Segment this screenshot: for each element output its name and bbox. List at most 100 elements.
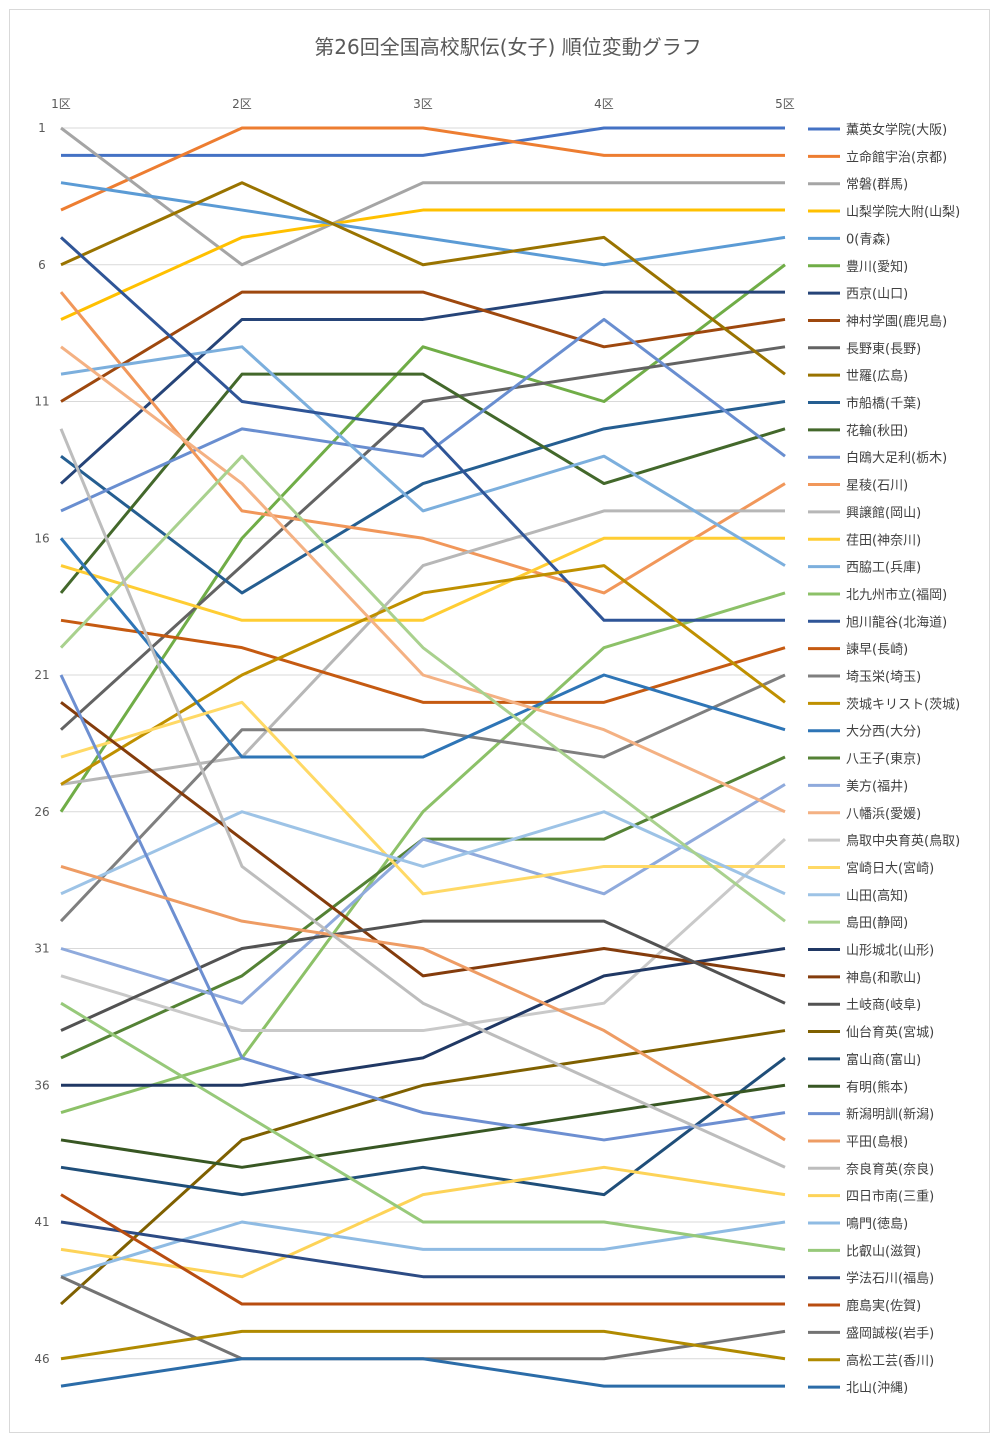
y-tick-label: 21 — [34, 668, 49, 682]
y-tick-label: 46 — [34, 1352, 49, 1366]
y-tick-label: 41 — [34, 1215, 49, 1229]
series-line — [60, 1220, 786, 1279]
legend-label: 西脇工(兵庫) — [846, 561, 921, 576]
x-tick-label: 4区 — [594, 97, 614, 111]
series-line — [60, 1275, 786, 1361]
x-tick-label: 3区 — [413, 97, 433, 111]
series-line — [60, 564, 786, 786]
series-line — [59, 372, 786, 594]
legend-label: 北山(沖縄) — [846, 1381, 908, 1396]
series-line — [59, 537, 786, 759]
legend-label: 有明(熊本) — [846, 1079, 908, 1095]
legend-label: 白鴎大足利(栃木) — [846, 450, 947, 466]
series-line — [60, 400, 786, 595]
series-line — [60, 1357, 785, 1388]
legend-label: 山形城北(山形) — [846, 944, 934, 959]
y-tick-label: 16 — [34, 531, 49, 545]
series-line — [60, 126, 785, 212]
series-line — [60, 701, 786, 978]
legend-label: 神島(和歌山) — [846, 971, 921, 986]
legend-label: 立命館宇治(京都) — [846, 149, 947, 165]
y-tick-label: 11 — [34, 395, 49, 409]
series-line — [61, 126, 785, 157]
legend-label: 富山商(富山) — [846, 1052, 921, 1068]
series-lines — [59, 126, 787, 1388]
legend-label: 学法石川(福島) — [846, 1271, 934, 1287]
series-line — [60, 181, 786, 376]
x-tick-label: 2区 — [232, 97, 252, 111]
legend-label: 荏田(神奈川) — [846, 533, 921, 548]
legend-label: 島田(静岡) — [846, 916, 908, 931]
series-line — [60, 1193, 785, 1306]
series-line — [60, 810, 786, 896]
series-line — [60, 181, 786, 267]
y-tick-label: 6 — [38, 258, 46, 272]
x-tick-label: 1区 — [51, 97, 71, 111]
legend-label: 鳴門(徳島) — [846, 1217, 908, 1232]
y-tick-label: 1 — [38, 121, 46, 135]
legend-label: 四日市南(三重) — [846, 1189, 934, 1205]
legend-label: 八王子(東京) — [846, 751, 921, 767]
legend-label: 仙台育英(宮城) — [846, 1025, 934, 1041]
series-line — [59, 673, 786, 923]
series-line — [60, 1220, 785, 1279]
legend-label: 山田(高知) — [846, 888, 908, 904]
legend-label: 鳥取中央育英(鳥取) — [846, 833, 960, 849]
series-line — [60, 1056, 786, 1197]
legend-label: 北九州市立(福岡) — [846, 587, 947, 603]
legend-label: 市船橋(千葉) — [846, 396, 921, 412]
series-line — [60, 290, 786, 403]
series-line — [59, 290, 785, 485]
series-line — [59, 263, 786, 813]
legend: 薫英女学院(大阪) 立命館宇治(京都) 常磐(群馬) 山梨学院大附(山梨) 0(青森) 豊… — [808, 122, 960, 1396]
legend-label: 平田(島根) — [846, 1135, 908, 1150]
series-line — [60, 317, 786, 513]
legend-label: 新潟明訓(新潟) — [846, 1107, 934, 1123]
x-tick-label: 5区 — [775, 97, 795, 111]
series-line — [60, 919, 786, 1032]
legend-label: 鹿島実(佐賀) — [846, 1298, 921, 1314]
series-line — [60, 208, 785, 321]
series-line — [60, 1329, 786, 1361]
series-line — [59, 674, 786, 1142]
legend-label: 高松工芸(香川) — [846, 1353, 934, 1369]
legend-label: 星稜(石川) — [846, 479, 908, 494]
legend-label: 神村学園(鹿児島) — [846, 313, 947, 329]
series-line — [60, 536, 785, 622]
legend-label: 世羅(広島) — [846, 369, 908, 384]
gridlines — [61, 127, 785, 1360]
series-line — [60, 345, 786, 814]
y-tick-label: 26 — [34, 805, 49, 819]
series-line — [59, 428, 786, 1169]
y-tick-label: 31 — [34, 942, 49, 956]
legend-label: 八幡浜(愛媛) — [846, 807, 921, 822]
legend-label: 山梨学院大附(山梨) — [846, 204, 960, 220]
legend-label: 比叡山(滋賀) — [846, 1244, 921, 1259]
legend-label: 美方(福井) — [846, 778, 908, 794]
legend-label: 諫早(長崎) — [846, 642, 908, 658]
series-line — [60, 1001, 786, 1251]
legend-label: 豊川(愛知) — [846, 259, 908, 275]
series-line — [60, 126, 785, 267]
legend-label: 興譲館(岡山) — [846, 505, 921, 521]
legend-label: 盛岡誠桜(岩手) — [846, 1326, 934, 1341]
series-line — [60, 783, 786, 1005]
legend-label: 土岐商(岐阜) — [846, 997, 921, 1013]
legend-label: 奈良育英(奈良) — [846, 1161, 934, 1177]
legend-label: 埼玉栄(埼玉) — [846, 670, 921, 685]
legend-label: 大分西(大分) — [846, 725, 921, 740]
y-tick-label: 36 — [34, 1078, 49, 1092]
series-line — [60, 865, 786, 1142]
series-line — [59, 236, 785, 622]
series-line — [60, 618, 786, 704]
legend-label: 薫英女学院(大阪) — [846, 122, 947, 138]
legend-label: 西京(山口) — [846, 287, 908, 302]
series-line — [60, 345, 786, 567]
series-line — [60, 509, 785, 786]
series-line — [61, 947, 786, 1087]
legend-label: 0(青森) — [846, 232, 890, 247]
legend-label: 旭川龍谷(北海道) — [846, 614, 947, 630]
series-line — [59, 454, 786, 923]
